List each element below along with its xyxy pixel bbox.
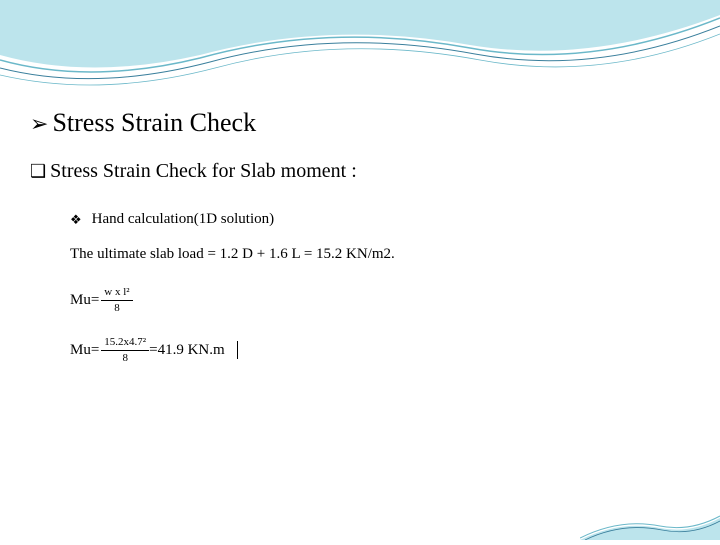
subheading-text: Stress Strain Check for Slab moment : (50, 160, 357, 183)
formula-2-rhs: =41.9 KN.m (149, 342, 225, 359)
slide-content: ➢ Stress Strain Check ❑ Stress Strain Ch… (30, 108, 690, 385)
formula-2: Mu= 15.2x4.7² 8 =41.9 KN.m (70, 335, 690, 365)
calc-line-2-text: The ultimate slab load = 1.2 D + 1.6 L =… (70, 246, 395, 262)
formula-1-lhs: Mu= (70, 292, 99, 309)
arrow-bullet-icon: ➢ (30, 111, 48, 137)
calc-line-1: ❖ Hand calculation(1D solution) (70, 211, 690, 228)
diamond-bullet-icon: ❖ (70, 212, 82, 228)
calc-line-2: The ultimate slab load = 1.2 D + 1.6 L =… (70, 246, 690, 263)
text-cursor-icon (237, 341, 238, 359)
sub-heading: ❑ Stress Strain Check for Slab moment : (30, 160, 690, 183)
formula-1: Mu= w x l² 8 (70, 285, 690, 315)
calculation-block: ❖ Hand calculation(1D solution) The ulti… (70, 211, 690, 365)
formula-1-denominator: 8 (114, 301, 120, 314)
calc-line-1-text: Hand calculation(1D solution) (92, 211, 274, 228)
formula-2-numerator: 15.2x4.7² (101, 336, 149, 350)
formula-2-denominator: 8 (122, 351, 128, 364)
header-wave (0, 0, 720, 110)
main-heading: ➢ Stress Strain Check (30, 108, 690, 138)
corner-wave (580, 500, 720, 540)
formula-1-fraction: w x l² 8 (101, 286, 132, 313)
square-bullet-icon: ❑ (30, 161, 46, 182)
formula-1-numerator: w x l² (101, 286, 132, 300)
formula-2-fraction: 15.2x4.7² 8 (101, 336, 149, 363)
formula-2-lhs: Mu= (70, 342, 99, 359)
heading-text: Stress Strain Check (52, 108, 256, 138)
